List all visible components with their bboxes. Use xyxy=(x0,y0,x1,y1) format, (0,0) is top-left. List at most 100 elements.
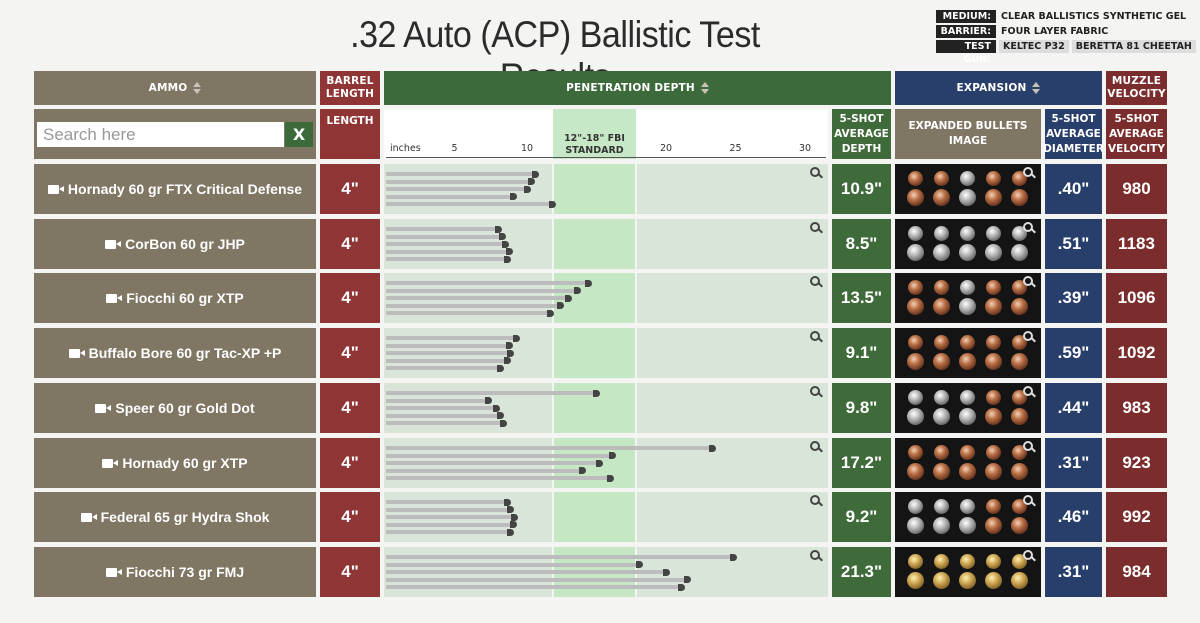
video-camera-icon[interactable] xyxy=(80,512,97,522)
fbi-boundary-line xyxy=(635,328,638,378)
penetration-bars xyxy=(384,328,828,378)
expanded-bullets-image[interactable] xyxy=(895,383,1041,433)
expanded-bullet xyxy=(960,390,975,405)
shot-penetration-bar xyxy=(386,311,551,316)
expanded-bullet xyxy=(986,280,1001,295)
expanded-bullet xyxy=(986,226,1001,241)
fbi-standard-label: 12"-18" FBI STANDARD xyxy=(553,133,636,157)
expanded-bullets-image[interactable] xyxy=(895,273,1041,323)
shot-endpoint xyxy=(505,248,513,256)
avg-depth-line3: DEPTH xyxy=(841,142,882,155)
avg-diam-line2: AVERAGE xyxy=(1046,127,1101,140)
video-camera-icon[interactable] xyxy=(102,458,119,468)
expanded-bullets-image[interactable] xyxy=(895,547,1041,597)
expanded-bullet xyxy=(959,408,976,425)
expanded-bullet xyxy=(933,244,950,261)
ammo-cell[interactable]: Fiocchi 73 gr FMJ xyxy=(34,547,316,597)
zoom-icon[interactable] xyxy=(1023,331,1033,341)
expanded-bullets-image[interactable] xyxy=(895,492,1041,542)
ammo-name: Hornady 60 gr FTX Critical Defense xyxy=(67,181,303,197)
expanded-bullets-image[interactable] xyxy=(895,164,1041,214)
barrel-length-cell: 4" xyxy=(320,438,380,488)
video-camera-icon[interactable] xyxy=(105,239,122,249)
zoom-icon[interactable] xyxy=(1023,495,1033,505)
shot-penetration-bar xyxy=(386,406,497,411)
avg-depth-cell: 9.2" xyxy=(832,492,891,542)
shot-penetration-bar xyxy=(386,343,509,348)
shot-penetration-bar xyxy=(386,358,508,363)
ammo-sort-header[interactable]: AMMO xyxy=(34,71,316,105)
zoom-icon[interactable] xyxy=(1023,167,1033,177)
expanded-bullets-image[interactable] xyxy=(895,328,1041,378)
ammo-cell[interactable]: Speer 60 gr Gold Dot xyxy=(34,383,316,433)
zoom-icon[interactable] xyxy=(810,222,820,232)
expanded-bullet xyxy=(934,390,949,405)
zoom-icon[interactable] xyxy=(1023,386,1033,396)
shot-penetration-bar xyxy=(386,336,516,340)
shot-endpoint xyxy=(708,444,716,452)
expanded-bullets-image[interactable] xyxy=(895,438,1041,488)
expanded-bullet xyxy=(933,189,950,206)
length-subheader: LENGTH xyxy=(320,109,380,159)
avg-diameter-cell: .31" xyxy=(1045,438,1102,488)
info-medium-key: MEDIUM: xyxy=(936,9,996,23)
ammo-cell[interactable]: Federal 65 gr Hydra Shok xyxy=(34,492,316,542)
avg-depth-line1: 5-SHOT xyxy=(839,112,884,125)
avg-depth-line2: AVERAGE xyxy=(834,127,889,140)
ammo-cell[interactable]: CorBon 60 gr JHP xyxy=(34,219,316,269)
expanded-bullet xyxy=(934,499,949,514)
avg-depth-cell: 21.3" xyxy=(832,547,891,597)
video-camera-icon[interactable] xyxy=(47,184,64,194)
expansion-sort-header[interactable]: EXPANSION xyxy=(895,71,1102,105)
zoom-icon[interactable] xyxy=(810,441,820,451)
penetration-bars xyxy=(384,219,828,269)
penetration-sort-header[interactable]: PENETRATION DEPTH xyxy=(384,71,891,105)
video-camera-icon[interactable] xyxy=(68,348,85,358)
expanded-bullet xyxy=(1011,353,1028,370)
test-info-panel: MEDIUM: CLEAR BALLISTICS SYNTHETIC GEL B… xyxy=(936,9,1196,65)
video-camera-icon[interactable] xyxy=(105,567,122,577)
zoom-icon[interactable] xyxy=(810,167,820,177)
zoom-icon[interactable] xyxy=(1023,222,1033,232)
shot-penetration-bar xyxy=(386,570,666,575)
ammo-cell[interactable]: Buffalo Bore 60 gr Tac-XP +P xyxy=(34,328,316,378)
shot-penetration-bar xyxy=(386,194,513,199)
expanded-bullet xyxy=(907,244,924,261)
video-camera-icon[interactable] xyxy=(95,403,112,413)
shot-endpoint xyxy=(484,397,492,405)
info-barrier: BARRIER: FOUR LAYER FABRIC xyxy=(936,24,1196,38)
zoom-icon[interactable] xyxy=(810,550,820,560)
avg-depth-cell: 8.5" xyxy=(832,219,891,269)
shot-endpoint xyxy=(504,255,512,263)
avg-diam-line1: 5-SHOT xyxy=(1051,112,1096,125)
search-input[interactable] xyxy=(37,122,284,147)
zoom-icon[interactable] xyxy=(810,331,820,341)
shot-endpoint xyxy=(584,279,592,287)
search-clear-button[interactable]: X xyxy=(285,122,313,147)
avg-depth-cell: 9.1" xyxy=(832,328,891,378)
ammo-cell[interactable]: Hornady 60 gr XTP xyxy=(34,438,316,488)
shot-endpoint xyxy=(729,553,737,561)
shot-endpoint xyxy=(662,568,670,576)
avg-diameter-cell: .39" xyxy=(1045,273,1102,323)
expanded-bullet xyxy=(986,390,1001,405)
zoom-icon[interactable] xyxy=(810,386,820,396)
zoom-icon[interactable] xyxy=(810,495,820,505)
zoom-icon[interactable] xyxy=(1023,441,1033,451)
zoom-icon[interactable] xyxy=(810,276,820,286)
ammo-cell[interactable]: Fiocchi 60 gr XTP xyxy=(34,273,316,323)
zoom-icon[interactable] xyxy=(1023,276,1033,286)
expanded-bullet xyxy=(1011,517,1028,534)
expanded-bullet xyxy=(1011,463,1028,480)
video-camera-icon[interactable] xyxy=(106,293,123,303)
fbi-boundary-line xyxy=(635,273,638,323)
avg-depth-cell: 13.5" xyxy=(832,273,891,323)
ammo-cell[interactable]: Hornady 60 gr FTX Critical Defense xyxy=(34,164,316,214)
expanded-bullets-image[interactable] xyxy=(895,219,1041,269)
penetration-bars xyxy=(384,438,828,488)
fbi-standard-zone xyxy=(552,164,637,214)
info-medium: MEDIUM: CLEAR BALLISTICS SYNTHETIC GEL xyxy=(936,9,1196,23)
shot-endpoint xyxy=(683,576,691,584)
zoom-icon[interactable] xyxy=(1023,550,1033,560)
expanded-bullet xyxy=(907,463,924,480)
